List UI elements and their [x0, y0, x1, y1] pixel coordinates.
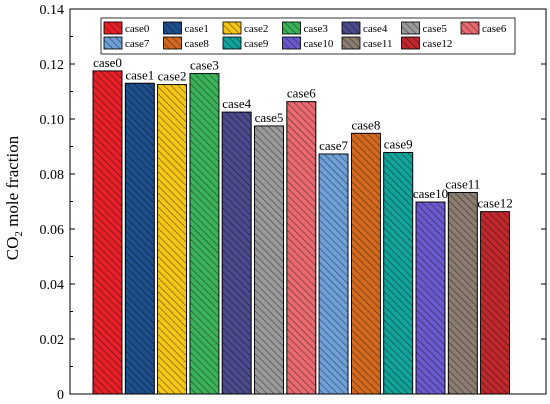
y-tick-label: 0.14: [40, 3, 65, 18]
bar-hatch-case3: [189, 73, 220, 395]
legend-label-case0: case0: [125, 23, 150, 35]
legend-swatch-hatch-case10: [282, 36, 301, 50]
bar-label-case7: case7: [319, 138, 348, 153]
bar-label-case3: case3: [190, 58, 219, 73]
bar-hatch-case11: [447, 192, 478, 395]
legend-label-case6: case6: [482, 23, 507, 35]
bar-label-case0: case0: [93, 55, 122, 70]
bar-label-case2: case2: [158, 69, 187, 84]
bar-label-case1: case1: [125, 67, 154, 82]
bar-hatch-case2: [157, 84, 188, 395]
legend-swatch-hatch-case3: [282, 21, 301, 35]
legend-swatch-hatch-case8: [163, 36, 182, 50]
y-tick-label: 0.04: [40, 278, 65, 293]
legend-label-case2: case2: [244, 23, 268, 35]
legend-label-case11: case11: [363, 38, 393, 50]
legend-label-case8: case8: [185, 38, 210, 50]
legend-label-case10: case10: [304, 38, 334, 50]
y-axis: 0 0.02 0.04 0.06 0.08 0.10 0.12 0.14: [40, 3, 546, 403]
bar-label-case11: case11: [445, 176, 480, 191]
bar-hatch-case12: [480, 211, 511, 395]
legend-label-case9: case9: [244, 38, 269, 50]
bars-group: [92, 70, 511, 395]
legend: case0 case1 case2 case3 case4 case5 case6 case7…: [100, 17, 516, 55]
y-tick-label: 0.10: [40, 113, 65, 128]
bar-hatch-case0: [92, 70, 123, 395]
legend-swatch-hatch-case0: [103, 21, 123, 35]
bar-hatch-case10: [415, 201, 446, 395]
legend-swatch-hatch-case2: [222, 21, 242, 35]
bar-label-case6: case6: [287, 86, 316, 101]
bar-label-case8: case8: [351, 117, 380, 132]
bar-hatch-case4: [221, 111, 252, 395]
y-tick-label: 0.12: [40, 58, 65, 73]
bar-label-case10: case10: [413, 186, 448, 201]
bar-label-case4: case4: [222, 96, 251, 111]
bar-hatch-case5: [254, 125, 284, 395]
legend-label-case3: case3: [304, 23, 329, 35]
legend-label-case5: case5: [423, 23, 448, 35]
legend-swatch-hatch-case11: [341, 36, 361, 50]
bar-label-case9: case9: [384, 137, 413, 152]
bar-hatch-case9: [383, 152, 414, 395]
legend-label-case4: case4: [363, 23, 388, 35]
legend-label-case12: case12: [423, 38, 453, 50]
y-axis-label: CO2 mole fraction: [3, 135, 25, 260]
legend-swatch-hatch-case12: [401, 36, 420, 50]
legend-swatch-hatch-case9: [222, 36, 242, 50]
legend-label-case7: case7: [125, 38, 150, 50]
legend-swatch-hatch-case5: [401, 21, 420, 35]
y-tick-label: 0.06: [40, 223, 65, 238]
bar-hatch-case8: [350, 132, 381, 395]
y-tick-label: 0: [57, 388, 64, 403]
legend-swatch-hatch-case7: [103, 36, 123, 50]
bar-hatch-case1: [124, 82, 155, 395]
bar-label-case5: case5: [255, 110, 284, 125]
legend-swatch-hatch-case6: [460, 21, 480, 35]
legend-swatch-hatch-case1: [163, 21, 182, 35]
y-tick-label: 0.08: [40, 168, 65, 183]
legend-swatch-hatch-case4: [341, 21, 361, 35]
bar-hatch-case7: [318, 153, 349, 395]
bar-label-case12: case12: [477, 196, 512, 211]
legend-label-case1: case1: [185, 23, 209, 35]
bar-hatch-case6: [286, 101, 317, 395]
y-tick-label: 0.02: [40, 333, 65, 348]
